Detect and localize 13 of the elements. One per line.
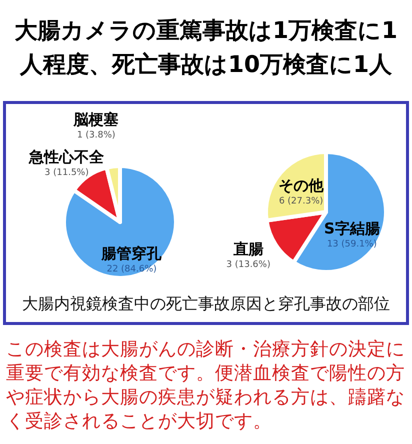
data-label: 6 (27.3%) (278, 196, 324, 206)
slice-label: その他 (278, 176, 325, 194)
slice-label: 急性心不全 (28, 148, 106, 166)
chart-title: 大腸カメラの重篤事故は1万検査に1人程度、死亡事故は10万検査に1人 (13, 17, 398, 80)
slice-label: S字結腸 (324, 220, 380, 238)
slice-label: 直腸 (232, 240, 264, 258)
slice-label: 腸管穿孔 (100, 244, 163, 262)
data-label: 3 (13.6%) (226, 260, 270, 270)
slice-label: 脳梗塞 (72, 110, 119, 129)
text: この検査は大腸がんの診断・治療方針の決定に重要で有効な検査です。便潜血検査で陽性の方や症状から大腸の疾患が疑われる方は、躊躇なく受診されることが大切です。 (6, 338, 406, 434)
data-label: 3 (11.5%) (44, 168, 89, 178)
data-label: 1 (3.8%) (76, 130, 116, 141)
text: 大腸内視鏡検査中の死亡事故原因と穿孔事故の部位 (22, 294, 390, 313)
